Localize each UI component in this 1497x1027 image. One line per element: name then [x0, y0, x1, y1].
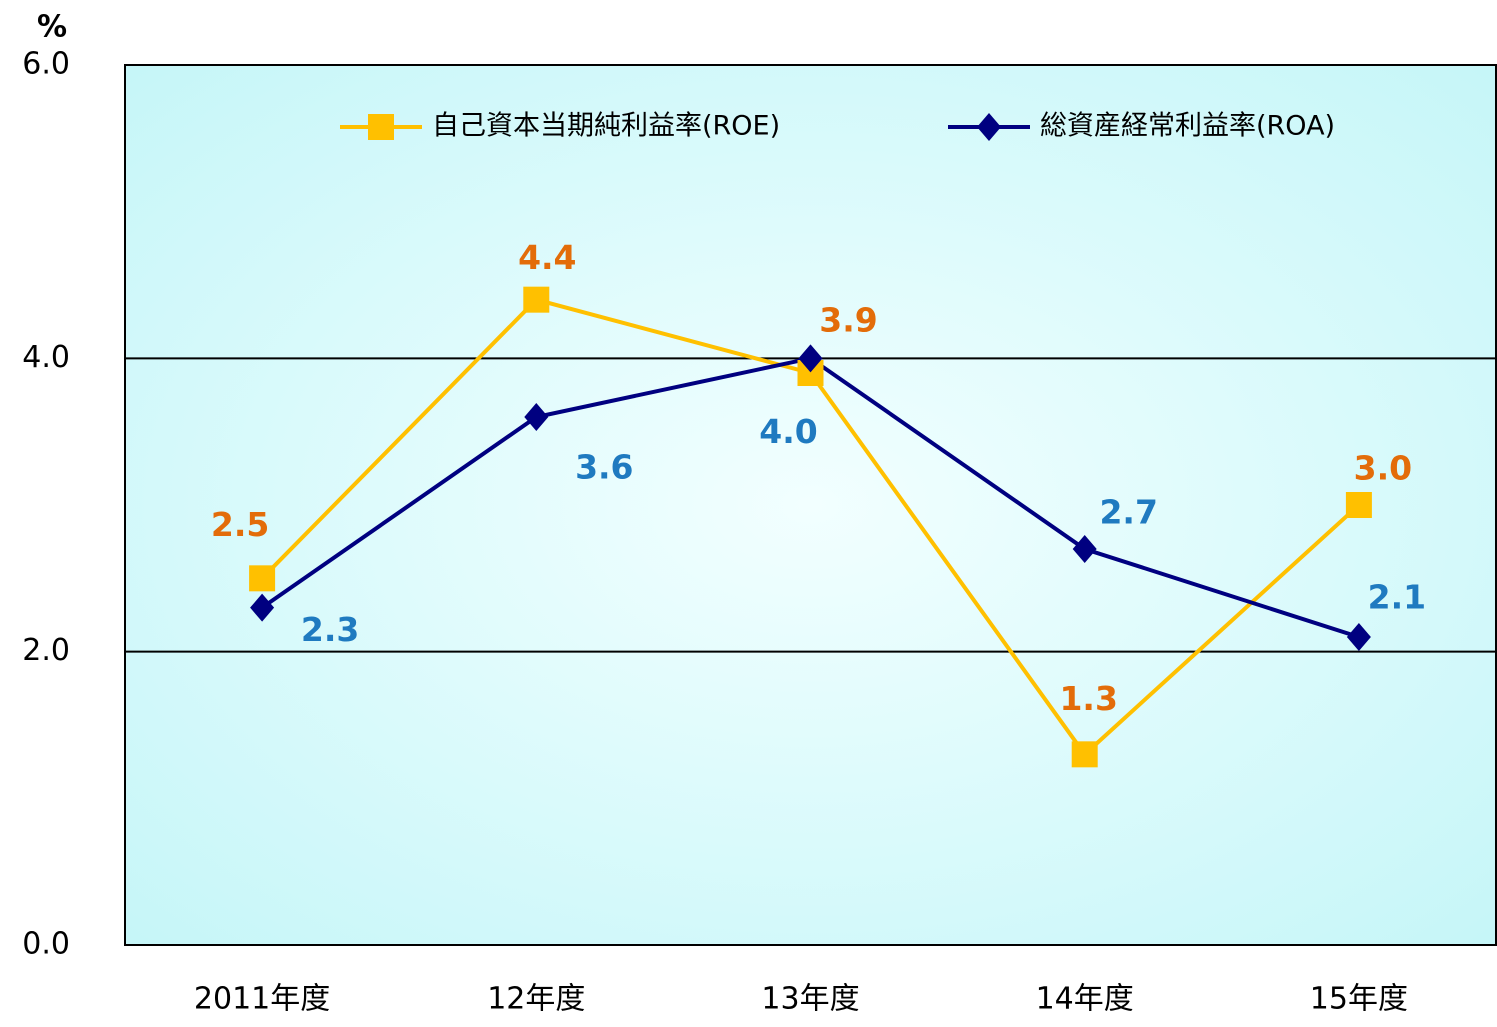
marker [524, 403, 549, 431]
x-tick-label: 13年度 [761, 982, 859, 1017]
data-label: 3.0 [1354, 449, 1412, 488]
marker [977, 113, 1001, 141]
data-label: 3.9 [819, 301, 877, 340]
marker [368, 114, 394, 140]
marker [523, 286, 550, 313]
data-label: 2.3 [301, 610, 359, 649]
marker [1346, 623, 1371, 651]
y-tick-label: 6.0 [22, 47, 70, 82]
marker [1071, 741, 1098, 768]
x-tick-label: 14年度 [1036, 982, 1134, 1017]
marker [249, 565, 276, 592]
marker [250, 593, 275, 622]
data-label: 2.7 [1099, 493, 1157, 532]
x-tick-label: 12年度 [487, 982, 585, 1017]
y-tick-label: 4.0 [22, 340, 70, 375]
x-tick-label: 2011年度 [194, 982, 330, 1017]
data-label: 4.4 [518, 238, 576, 277]
marker [798, 344, 823, 373]
data-label: 4.0 [759, 412, 817, 451]
y-tick-label: 0.0 [22, 927, 70, 962]
data-label: 1.3 [1059, 679, 1117, 718]
x-tick-label: 15年度 [1310, 982, 1408, 1017]
marker [1072, 535, 1097, 563]
data-label: 2.1 [1368, 578, 1426, 617]
y-tick-label: 2.0 [22, 633, 70, 668]
legend-label: 総資産経常利益率(ROA) [1040, 111, 1335, 142]
data-label: 3.6 [575, 448, 633, 487]
marker [1345, 492, 1372, 518]
legend-label: 自己資本当期純利益率(ROE) [432, 111, 780, 142]
data-label: 2.5 [211, 505, 269, 544]
unit-label: % [37, 10, 67, 45]
plot-area [124, 64, 1497, 946]
